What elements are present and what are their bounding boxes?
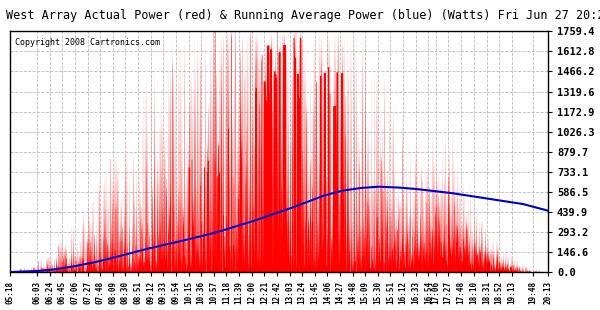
Text: West Array Actual Power (red) & Running Average Power (blue) (Watts) Fri Jun 27 : West Array Actual Power (red) & Running … (6, 9, 600, 22)
Text: Copyright 2008 Cartronics.com: Copyright 2008 Cartronics.com (16, 38, 160, 47)
